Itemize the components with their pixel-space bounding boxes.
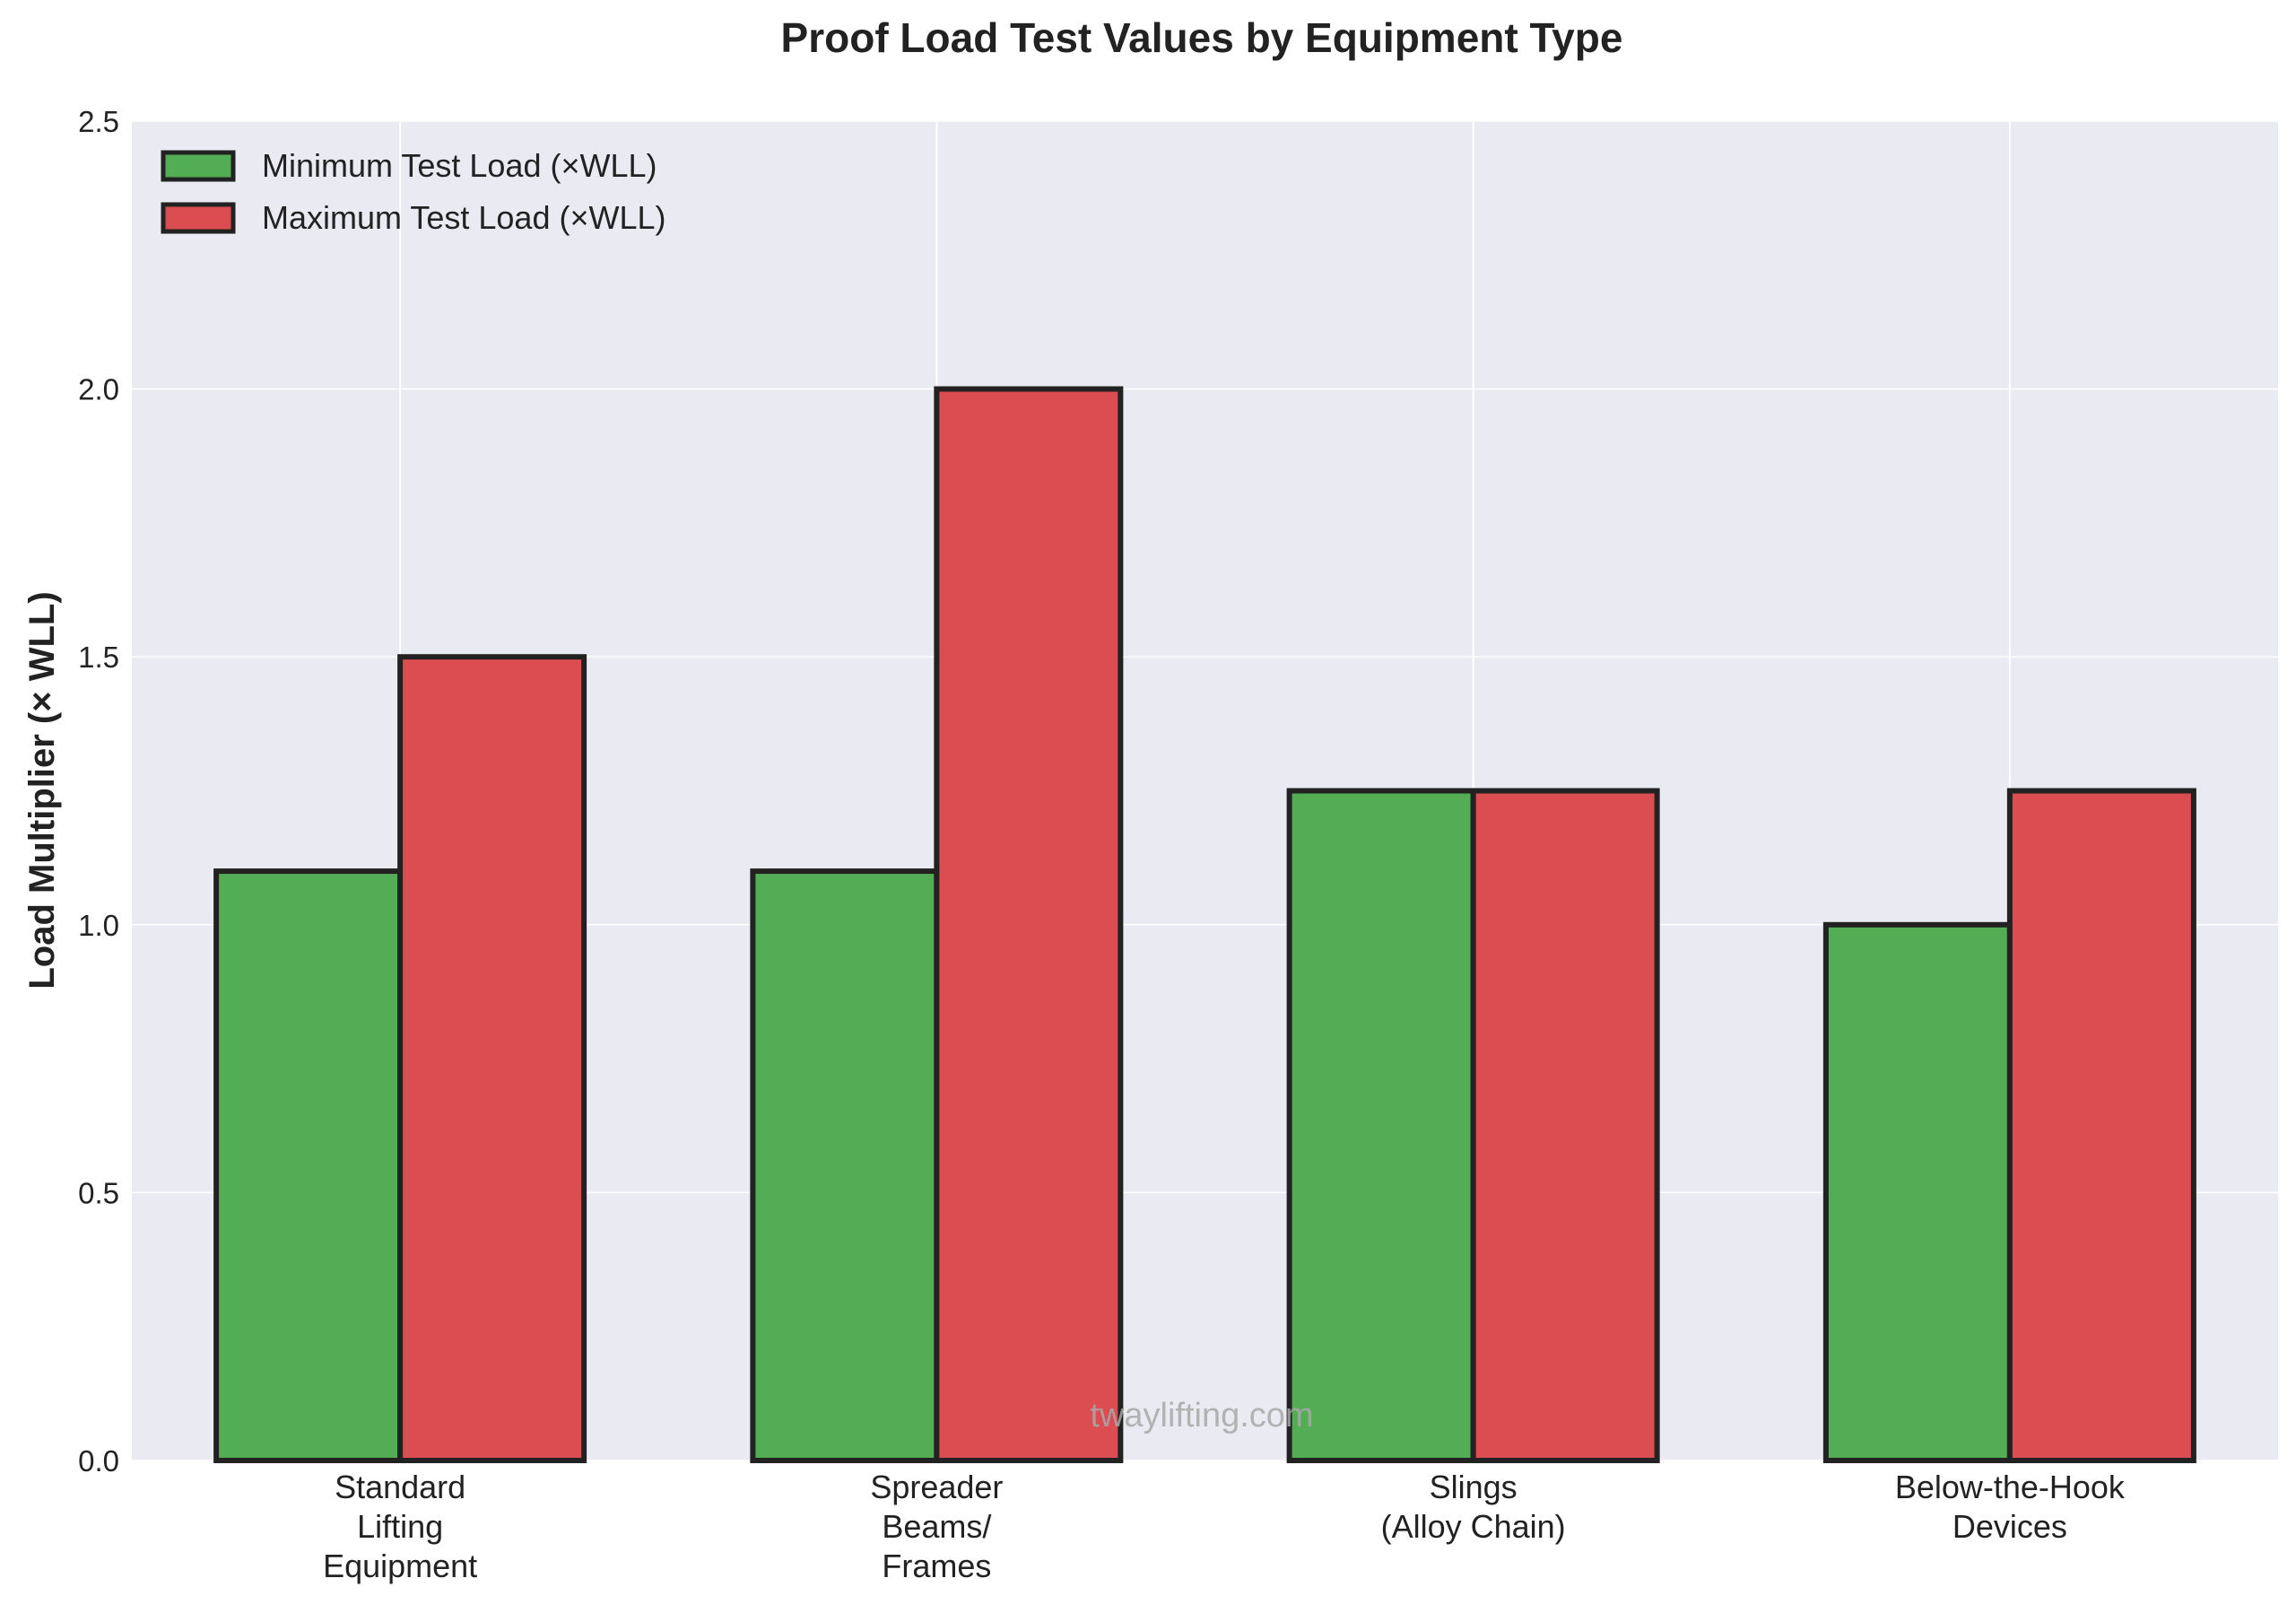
legend-label: Minimum Test Load (×WLL) [262, 147, 657, 184]
bar-maximum-0 [397, 654, 587, 1463]
x-tick-label: Spreader Beams/Frames [870, 1469, 1003, 1584]
bar-minimum-0 [213, 868, 404, 1463]
watermark: twaylifting.com [1090, 1397, 1313, 1434]
x-tick-label-line: Beams/ [882, 1508, 991, 1545]
x-tick-labels: Standard Lifting Equipment Spreader Beams/Fr… [323, 1469, 2126, 1584]
x-tick-label-line: Devices [1952, 1508, 2067, 1545]
legend-swatch [161, 202, 236, 234]
bar-maximum-3 [2006, 788, 2196, 1463]
x-tick-label-line: Standard [335, 1469, 465, 1505]
bar-minimum-2 [1286, 788, 1476, 1463]
legend: Minimum Test Load (×WLL) Maximum Test Loa… [161, 147, 666, 236]
x-tick-label: Below-the-Hook Devices [1895, 1469, 2126, 1545]
legend-swatch [161, 150, 236, 182]
y-tick-label: 0.5 [78, 1176, 119, 1209]
x-tick-label-line: (Alloy Chain) [1381, 1508, 1566, 1545]
x-tick-label-line: Slings [1430, 1469, 1518, 1505]
chart-title: Proof Load Test Values by Equipment Type [781, 14, 1623, 61]
x-tick-label-line: Equipment [323, 1548, 477, 1584]
bar-maximum-1 [934, 386, 1124, 1464]
x-tick-label: Standard Lifting Equipment [323, 1469, 477, 1584]
y-tick-label: 1.0 [78, 909, 119, 942]
x-tick-label-line: Frames [882, 1548, 991, 1584]
y-tick-labels: 0.0 0.5 1.0 1.5 2.0 2.5 [78, 105, 119, 1478]
x-tick-label-line: Below-the-Hook [1895, 1469, 2126, 1505]
x-tick-label-line: Lifting [357, 1508, 443, 1545]
x-tick-label: Slings (Alloy Chain) [1381, 1469, 1566, 1545]
legend-label: Maximum Test Load (×WLL) [262, 199, 666, 236]
y-tick-label: 1.5 [78, 641, 119, 674]
y-tick-label: 2.5 [78, 105, 119, 138]
y-tick-label: 2.0 [78, 373, 119, 406]
bar-minimum-3 [1822, 921, 2013, 1464]
bars [213, 386, 2196, 1464]
y-axis-label: Load Multiplier (× WLL) [22, 591, 62, 989]
bar-minimum-1 [750, 868, 940, 1463]
x-tick-label-line: Spreader [870, 1469, 1003, 1505]
y-tick-label: 0.0 [78, 1444, 119, 1478]
bar-maximum-2 [1470, 788, 1660, 1463]
